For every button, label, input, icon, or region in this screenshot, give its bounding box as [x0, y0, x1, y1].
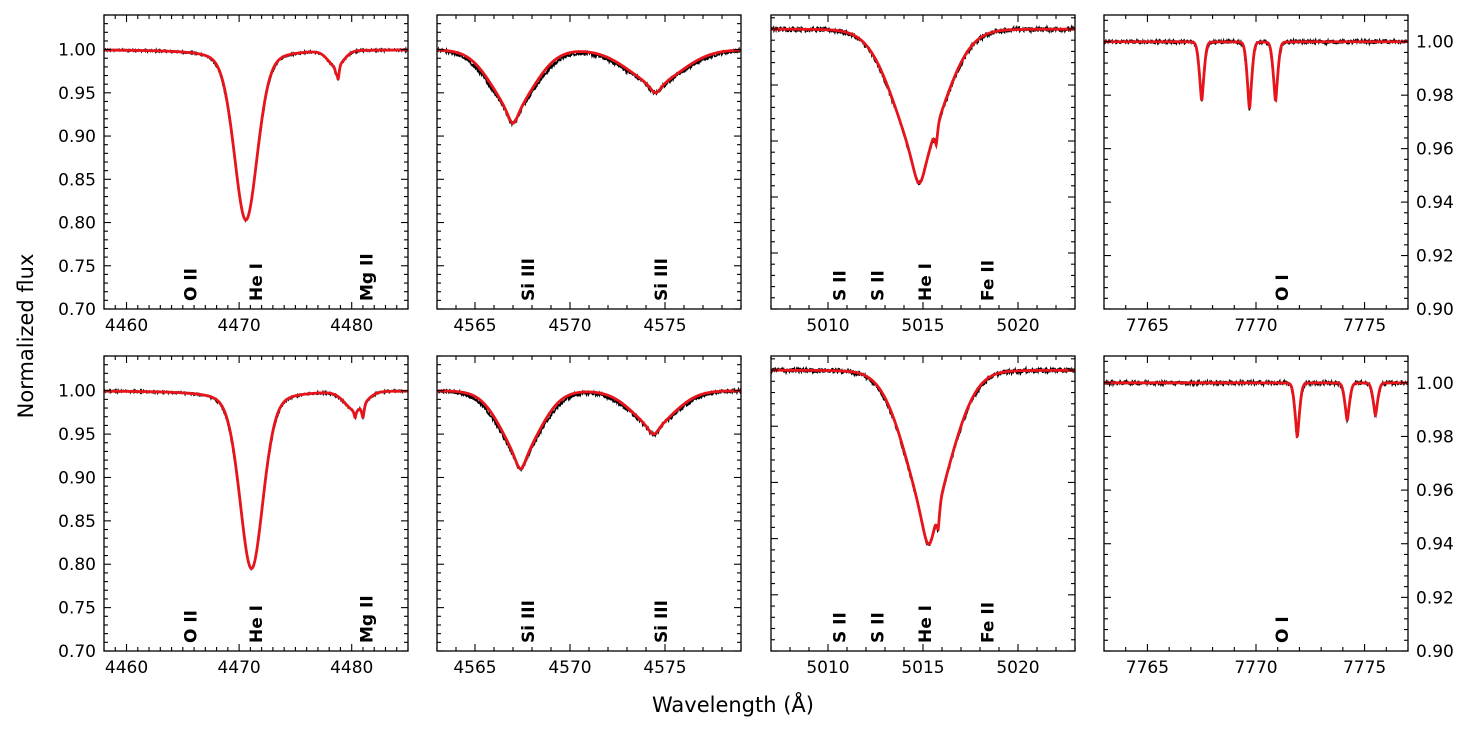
panel-r1-c1: 4565 4570 4575 Si III Si III: [436, 355, 742, 678]
spectral-line-label: Fe II: [979, 260, 999, 301]
panel-r0-c3: 7765 7770 7775 0.90 0.92 0.94 0.96 0.98 1.00 O I: [1103, 14, 1454, 336]
x-tick-label: 5020: [996, 316, 1039, 336]
y-tick-label: 1.00: [1416, 33, 1454, 53]
spectral-line-label: He I: [247, 605, 267, 643]
x-axis-title: Wavelength (Å): [652, 691, 814, 717]
y-tick-label: 0.98: [1416, 427, 1454, 447]
model-spectrum-line: [104, 48, 408, 222]
y-tick-label: 0.80: [58, 555, 96, 575]
spectral-line-label: Si III: [652, 600, 672, 643]
spectral-line-label: O I: [1273, 616, 1293, 643]
x-tick-label: 5015: [901, 658, 944, 678]
panel-r1-c2: 5010 5015 5020 S II S II He I Fe II: [770, 355, 1076, 678]
spectral-line-label: S II: [830, 612, 850, 643]
y-tick-label: 0.90: [1416, 300, 1454, 320]
y-tick-label: 0.90: [1416, 642, 1454, 662]
y-tick-label: 0.70: [58, 642, 96, 662]
panel-frame: [1103, 355, 1409, 652]
x-tick-label: 5015: [901, 316, 944, 336]
spectral-line-label: Mg II: [357, 253, 377, 301]
x-tick-label: 7775: [1343, 316, 1386, 336]
spectral-line-label: O II: [182, 268, 202, 301]
x-tick-label: 4565: [453, 316, 496, 336]
y-tick-label: 0.95: [58, 425, 96, 445]
spectral-line-label: He I: [916, 605, 936, 643]
model-spectrum-line: [771, 27, 1075, 185]
panel-frame: [436, 14, 742, 310]
spectral-line-label: Mg II: [357, 595, 377, 643]
spectral-line-label: Fe II: [979, 602, 999, 643]
x-tick-label: 4575: [643, 316, 686, 336]
y-tick-label: 0.94: [1416, 193, 1454, 213]
x-tick-label: 4460: [105, 316, 148, 336]
x-tick-label: 5010: [806, 316, 849, 336]
x-tick-label: 4480: [330, 658, 373, 678]
model-spectrum-line: [437, 389, 741, 471]
panels-layer: 4460 4470 4480 0.70 0.75 0.80 0.85 0.90 0.95 1.00…: [58, 14, 1454, 678]
y-tick-label: 0.92: [1416, 588, 1454, 608]
y-tick-label: 0.96: [1416, 481, 1454, 501]
spectral-line-label: He I: [916, 263, 936, 301]
y-tick-label: 0.70: [58, 300, 96, 320]
y-tick-label: 0.90: [58, 127, 96, 147]
model-spectrum-line: [437, 48, 741, 125]
observed-spectrum-line: [771, 24, 1075, 186]
x-tick-label: 4470: [217, 658, 260, 678]
y-tick-label: 1.00: [58, 41, 96, 61]
observed-spectrum-line: [104, 46, 408, 223]
model-spectrum-line: [771, 368, 1075, 546]
x-tick-label: 7770: [1234, 658, 1277, 678]
x-tick-label: 4565: [453, 658, 496, 678]
observed-spectrum-line: [771, 365, 1075, 547]
spectral-line-label: He I: [247, 263, 267, 301]
spectral-line-label: S II: [868, 270, 888, 301]
spectral-line-label: Si III: [652, 258, 672, 301]
spectral-line-label: Si III: [519, 600, 539, 643]
model-spectrum-line: [1104, 40, 1408, 109]
y-tick-label: 0.75: [58, 599, 96, 619]
observed-spectrum-line: [437, 386, 741, 473]
y-axis-title: Normalized flux: [14, 254, 38, 419]
observed-spectrum-line: [1104, 378, 1408, 439]
model-spectrum-line: [104, 389, 408, 571]
x-tick-label: 7770: [1234, 316, 1277, 336]
y-tick-label: 0.96: [1416, 140, 1454, 160]
x-tick-label: 4470: [217, 316, 260, 336]
y-tick-label: 0.85: [58, 512, 96, 532]
spectral-line-label: S II: [830, 270, 850, 301]
y-tick-label: 0.98: [1416, 86, 1454, 106]
panel-r0-c2: 5010 5015 5020 S II S II He I Fe II: [770, 14, 1076, 336]
x-tick-label: 5010: [806, 658, 849, 678]
y-tick-label: 0.94: [1416, 535, 1454, 555]
x-tick-label: 5020: [996, 658, 1039, 678]
x-tick-label: 4480: [330, 316, 373, 336]
y-tick-label: 0.90: [58, 468, 96, 488]
spectral-line-label: S II: [868, 612, 888, 643]
panel-r1-c0: 4460 4470 4480 0.70 0.75 0.80 0.85 0.90 0.95 1.00…: [58, 355, 409, 678]
y-tick-label: 1.00: [1416, 374, 1454, 394]
y-tick-label: 0.92: [1416, 247, 1454, 267]
y-tick-label: 0.85: [58, 170, 96, 190]
x-tick-label: 4575: [643, 658, 686, 678]
x-tick-label: 4570: [548, 316, 591, 336]
model-spectrum-line: [1104, 381, 1408, 439]
x-tick-label: 4460: [105, 658, 148, 678]
panel-r1-c3: 7765 7770 7775 0.90 0.92 0.94 0.96 0.98 1.00 O I: [1103, 355, 1454, 678]
spectral-line-label: Si III: [519, 258, 539, 301]
panel-r0-c0: 4460 4470 4480 0.70 0.75 0.80 0.85 0.90 0.95 1.00…: [58, 14, 409, 336]
y-tick-label: 1.00: [58, 382, 96, 402]
spectral-line-label: O I: [1273, 274, 1293, 301]
y-tick-label: 0.75: [58, 257, 96, 277]
y-tick-label: 0.80: [58, 214, 96, 234]
panel-frame: [1103, 14, 1409, 310]
y-tick-label: 0.95: [58, 84, 96, 104]
x-tick-label: 4570: [548, 658, 591, 678]
x-tick-label: 7765: [1126, 658, 1169, 678]
panel-r0-c1: 4565 4570 4575 Si III Si III: [436, 14, 742, 336]
observed-spectrum-line: [1104, 36, 1408, 111]
x-tick-label: 7775: [1343, 658, 1386, 678]
spectral-line-label: O II: [182, 610, 202, 643]
x-tick-label: 7765: [1126, 316, 1169, 336]
